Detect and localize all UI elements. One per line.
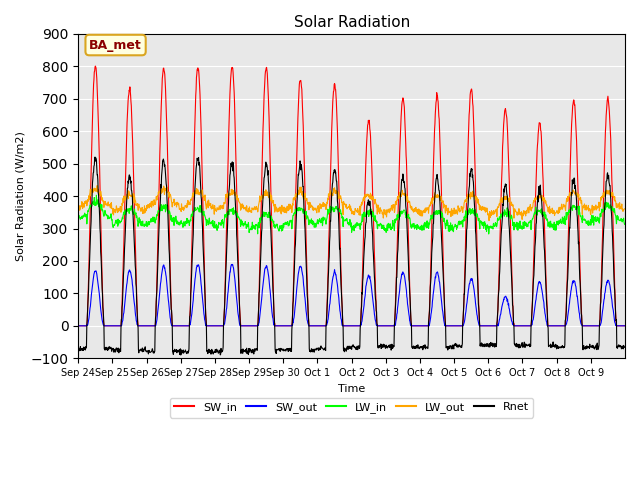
- Title: Solar Radiation: Solar Radiation: [294, 15, 410, 30]
- Rnet: [561, 342, 569, 348]
- Rnet: [614, 344, 622, 349]
- SW_in: [481, 323, 488, 329]
- SW_in: [160, 68, 168, 73]
- Rnet: [621, 344, 628, 350]
- SW_out: [74, 323, 82, 329]
- LW_in: [74, 215, 82, 221]
- Rnet: [160, 160, 168, 166]
- Legend: SW_in, SW_out, LW_in, LW_out, Rnet: SW_in, SW_out, LW_in, LW_out, Rnet: [170, 398, 533, 418]
- LW_out: [327, 192, 335, 198]
- LW_out: [160, 185, 168, 191]
- LW_out: [561, 203, 569, 209]
- LW_out: [337, 196, 345, 202]
- Rnet: [91, 154, 99, 160]
- LW_in: [160, 206, 168, 212]
- SW_out: [561, 323, 568, 329]
- SW_out: [337, 316, 345, 322]
- Rnet: [328, 200, 335, 205]
- SW_in: [614, 323, 621, 329]
- LW_in: [93, 192, 100, 198]
- SW_in: [74, 323, 82, 329]
- LW_in: [327, 207, 335, 213]
- Text: BA_met: BA_met: [89, 38, 142, 51]
- LW_out: [481, 207, 488, 213]
- SW_out: [621, 323, 628, 329]
- SW_in: [621, 323, 628, 329]
- LW_in: [337, 210, 345, 216]
- X-axis label: Time: Time: [338, 384, 365, 394]
- Line: SW_out: SW_out: [78, 264, 625, 326]
- SW_out: [481, 323, 488, 329]
- Rnet: [481, 344, 488, 349]
- LW_out: [621, 206, 628, 212]
- SW_in: [92, 63, 99, 69]
- Rnet: [74, 345, 82, 350]
- LW_in: [614, 216, 622, 222]
- SW_out: [160, 262, 168, 268]
- LW_out: [614, 203, 622, 209]
- SW_out: [228, 262, 236, 267]
- Rnet: [177, 352, 184, 358]
- Rnet: [338, 295, 346, 301]
- LW_out: [74, 205, 82, 211]
- LW_out: [485, 218, 493, 224]
- SW_out: [327, 290, 335, 296]
- Line: LW_in: LW_in: [78, 195, 625, 234]
- SW_in: [327, 152, 335, 158]
- Line: SW_in: SW_in: [78, 66, 625, 326]
- LW_in: [481, 219, 488, 225]
- Y-axis label: Solar Radiation (W/m2): Solar Radiation (W/m2): [15, 131, 25, 261]
- SW_in: [561, 323, 568, 329]
- SW_out: [614, 323, 621, 329]
- LW_in: [621, 221, 628, 227]
- SW_in: [337, 276, 345, 282]
- Line: Rnet: Rnet: [78, 157, 625, 355]
- LW_in: [561, 217, 569, 223]
- Line: LW_out: LW_out: [78, 186, 625, 221]
- LW_in: [485, 231, 493, 237]
- LW_out: [93, 183, 101, 189]
